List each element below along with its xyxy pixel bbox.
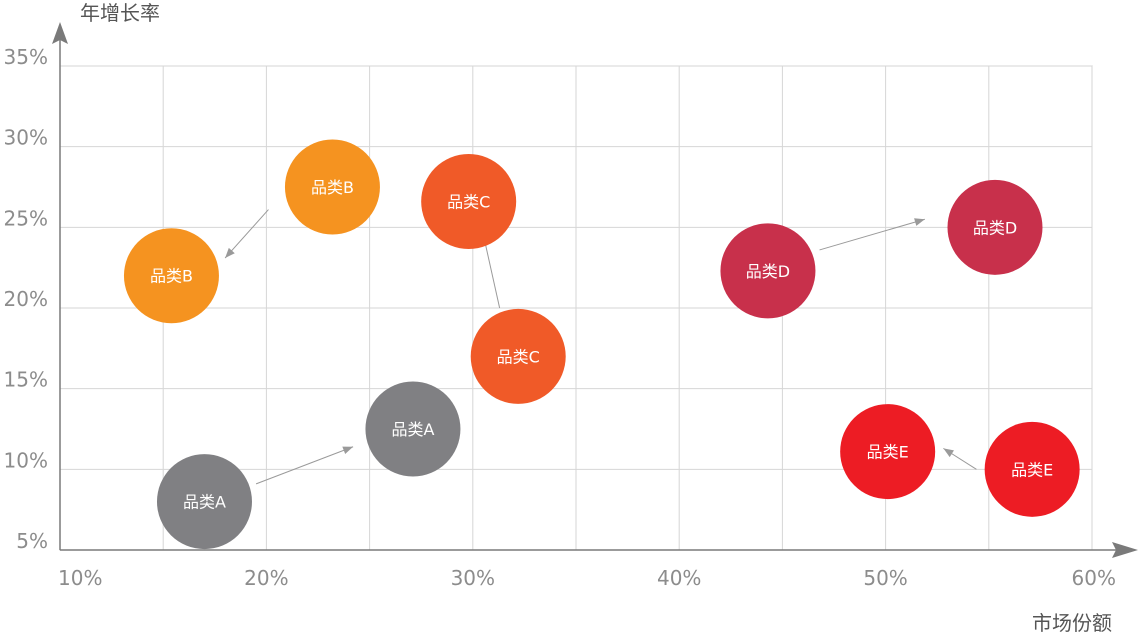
bubbles: 品类A 品类A 品类B 品类B 品类C 品类C 品类D 品类D 品类E 品类E <box>123 139 1080 550</box>
bubble-c: 品类C <box>421 154 517 250</box>
bubble-d: 品类D <box>947 179 1043 275</box>
x-tick-label: 40% <box>657 566 701 590</box>
x-tick-label: 60% <box>1072 566 1116 590</box>
y-tick-label: 20% <box>4 287 48 311</box>
bubble-label: 品类E <box>867 443 909 462</box>
y-tick-label: 5% <box>16 529 48 553</box>
bubble-circle <box>421 154 517 250</box>
x-tick-label: 50% <box>863 566 907 590</box>
bubble-b: 品类B <box>284 139 380 235</box>
x-axis-title: 市场份额 <box>1032 611 1112 634</box>
bubble-label: 品类D <box>973 218 1017 237</box>
y-tick-label: 35% <box>4 45 48 69</box>
bubble-d: 品类D <box>720 223 816 319</box>
bubble-b: 品类B <box>123 228 219 324</box>
x-axis-arrowhead <box>1112 542 1138 558</box>
bubble-circle <box>470 308 566 404</box>
bubble-circle <box>840 404 936 500</box>
bubble-a: 品类A <box>365 381 461 477</box>
bubble-circle <box>947 179 1043 275</box>
bubble-label: 品类A <box>391 420 434 439</box>
movement-arrow <box>943 447 977 470</box>
movement-arrow <box>819 218 925 251</box>
movement-arrow <box>224 209 269 259</box>
y-tick-label: 30% <box>4 126 48 150</box>
x-tick-label: 10% <box>58 566 102 590</box>
bubble-e: 品类E <box>984 421 1080 517</box>
y-axis-arrowhead <box>52 22 68 44</box>
bubble-label: 品类C <box>447 193 490 212</box>
bubble-label: 品类A <box>183 493 226 512</box>
bubble-c: 品类C <box>470 308 566 404</box>
y-axis-title: 年增长率 <box>80 1 160 25</box>
y-tick-label: 15% <box>4 368 48 392</box>
bubble-label: 品类B <box>311 178 354 197</box>
bubble-label: 品类E <box>1011 460 1053 479</box>
bubble-circle <box>156 454 252 550</box>
bubble-a: 品类A <box>156 454 252 550</box>
bubble-circle <box>123 228 219 324</box>
bubble-circle <box>720 223 816 319</box>
y-tick-label: 25% <box>4 206 48 230</box>
y-tick-label: 10% <box>4 448 48 472</box>
movement-arrow <box>255 446 354 485</box>
bubble-label: 品类C <box>497 347 540 366</box>
bubble-circle <box>284 139 380 235</box>
tick-labels: 10% 20% 30% 40% 50% 60% 5% 10% 15% 20% 25% 30% 35% <box>4 45 1116 590</box>
x-tick-label: 30% <box>451 566 495 590</box>
bubble-circle <box>984 421 1080 517</box>
bubble-label: 品类D <box>746 262 790 281</box>
bubble-circle <box>365 381 461 477</box>
bubble-label: 品类B <box>150 267 193 286</box>
x-tick-label: 20% <box>244 566 288 590</box>
axes: 年增长率 市场份额 <box>52 1 1138 634</box>
bubble-e: 品类E <box>840 404 936 500</box>
